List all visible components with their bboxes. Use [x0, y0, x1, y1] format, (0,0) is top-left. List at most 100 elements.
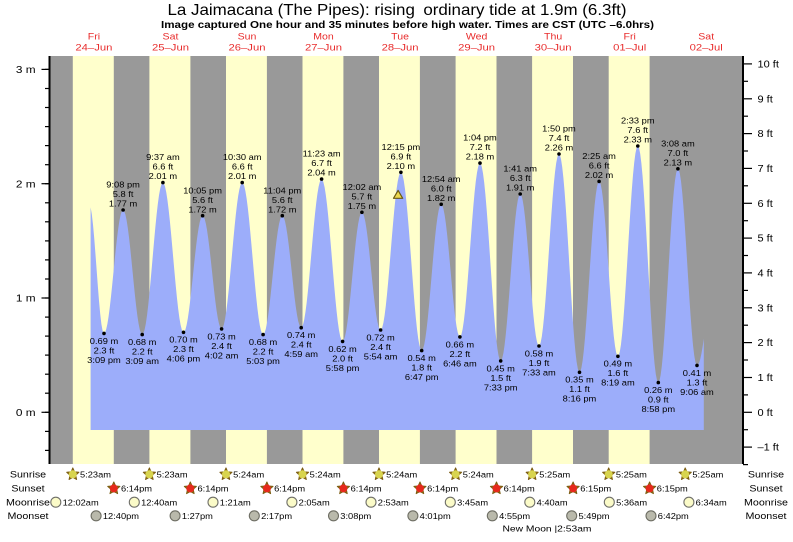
svg-text:7.2 ft: 7.2 ft — [470, 142, 491, 152]
svg-text:4:06 pm: 4:06 pm — [167, 354, 201, 364]
svg-text:1.9 ft: 1.9 ft — [529, 358, 550, 368]
svg-text:0.45 m: 0.45 m — [487, 363, 515, 373]
svg-text:2 m: 2 m — [16, 179, 36, 190]
svg-text:4:59 am: 4:59 am — [284, 349, 318, 359]
svg-text:25–Jun: 25–Jun — [152, 42, 189, 52]
svg-text:10:05 pm: 10:05 pm — [183, 185, 222, 195]
svg-text:7:33 am: 7:33 am — [522, 367, 556, 377]
svg-text:0.26 m: 0.26 m — [644, 385, 672, 395]
svg-text:28–Jun: 28–Jun — [382, 42, 419, 52]
svg-text:3:45am: 3:45am — [457, 498, 488, 508]
svg-text:Moonrise: Moonrise — [6, 498, 50, 508]
svg-text:6 ft: 6 ft — [758, 199, 774, 210]
svg-text:12:15 pm: 12:15 pm — [382, 142, 421, 152]
svg-text:4:40am: 4:40am — [537, 498, 568, 508]
svg-text:6:47 pm: 6:47 pm — [405, 372, 439, 382]
svg-text:Sunrise: Sunrise — [10, 470, 46, 480]
svg-text:2:17pm: 2:17pm — [261, 511, 292, 521]
svg-text:2 ft: 2 ft — [758, 338, 774, 349]
svg-text:1.8 ft: 1.8 ft — [411, 363, 432, 373]
svg-text:8:19 am: 8:19 am — [601, 378, 635, 388]
svg-text:8:16 pm: 8:16 pm — [563, 394, 597, 404]
svg-text:5:49pm: 5:49pm — [579, 511, 610, 521]
svg-text:9:08 pm: 9:08 pm — [106, 180, 140, 190]
svg-text:0.68 m: 0.68 m — [128, 337, 156, 347]
svg-text:0.69 m: 0.69 m — [90, 336, 118, 346]
svg-text:5:24am: 5:24am — [233, 470, 264, 480]
svg-text:8 ft: 8 ft — [758, 129, 774, 140]
svg-text:6:34am: 6:34am — [696, 498, 727, 508]
svg-text:4:02 am: 4:02 am — [205, 350, 239, 360]
svg-text:6:14pm: 6:14pm — [427, 484, 458, 494]
svg-text:Moonset: Moonset — [8, 511, 49, 521]
svg-text:Sat: Sat — [163, 32, 180, 42]
svg-text:1:41 am: 1:41 am — [503, 164, 537, 174]
svg-text:6.7 ft: 6.7 ft — [311, 158, 332, 168]
svg-text:11:04 pm: 11:04 pm — [263, 185, 301, 195]
svg-text:2.3 ft: 2.3 ft — [94, 345, 115, 355]
svg-text:02–Jul: 02–Jul — [690, 42, 723, 52]
svg-text:11:23 am: 11:23 am — [303, 149, 341, 159]
svg-text:1.1 ft: 1.1 ft — [569, 384, 590, 394]
svg-text:Sunset: Sunset — [11, 484, 45, 494]
svg-text:2.2 ft: 2.2 ft — [132, 347, 153, 357]
svg-text:9:37 am: 9:37 am — [146, 152, 180, 162]
svg-text:6:14pm: 6:14pm — [504, 484, 535, 494]
svg-text:5:23am: 5:23am — [80, 470, 111, 480]
svg-text:5:24am: 5:24am — [310, 470, 341, 480]
svg-text:Mon: Mon — [313, 32, 334, 42]
svg-text:6.0 ft: 6.0 ft — [431, 183, 452, 193]
svg-text:29–Jun: 29–Jun — [458, 42, 495, 52]
svg-text:5:23am: 5:23am — [157, 470, 188, 480]
svg-text:2.3 ft: 2.3 ft — [173, 344, 194, 354]
svg-text:3 m: 3 m — [16, 65, 36, 76]
svg-text:2.2 ft: 2.2 ft — [450, 349, 471, 359]
svg-text:5:54 am: 5:54 am — [364, 351, 398, 361]
svg-text:Thu: Thu — [544, 32, 562, 42]
svg-text:–1 ft: –1 ft — [758, 443, 780, 454]
svg-text:1 m: 1 m — [16, 294, 36, 305]
svg-text:5 ft: 5 ft — [758, 234, 774, 245]
svg-text:2.0 ft: 2.0 ft — [332, 353, 353, 363]
svg-text:6:14pm: 6:14pm — [351, 484, 382, 494]
svg-text:7 ft: 7 ft — [758, 164, 774, 175]
svg-text:1.77 m: 1.77 m — [109, 199, 137, 209]
svg-text:30–Jun: 30–Jun — [535, 42, 572, 52]
svg-text:2.04 m: 2.04 m — [307, 168, 335, 178]
svg-text:6.6 ft: 6.6 ft — [589, 161, 610, 171]
svg-text:0.9 ft: 0.9 ft — [648, 395, 669, 405]
svg-text:Sunrise: Sunrise — [748, 470, 784, 480]
svg-text:1:27pm: 1:27pm — [182, 511, 213, 521]
svg-text:2.4 ft: 2.4 ft — [291, 340, 312, 350]
svg-text:5:24am: 5:24am — [386, 470, 417, 480]
svg-text:Fri: Fri — [88, 32, 100, 42]
svg-text:6.6 ft: 6.6 ft — [232, 162, 253, 172]
svg-text:0.73 m: 0.73 m — [207, 331, 235, 341]
svg-text:2.4 ft: 2.4 ft — [370, 342, 391, 352]
svg-text:1:04 pm: 1:04 pm — [463, 133, 497, 143]
svg-text:5.6 ft: 5.6 ft — [272, 195, 293, 205]
svg-text:0.66 m: 0.66 m — [446, 339, 474, 349]
svg-text:6:15pm: 6:15pm — [657, 484, 688, 494]
svg-text:1:21am: 1:21am — [220, 498, 251, 508]
svg-text:6:14pm: 6:14pm — [198, 484, 229, 494]
svg-text:Moonset: Moonset — [746, 511, 787, 521]
svg-text:9 ft: 9 ft — [758, 94, 774, 105]
svg-text:7.0 ft: 7.0 ft — [668, 148, 689, 158]
svg-text:12:02 am: 12:02 am — [343, 182, 382, 192]
svg-text:1.82 m: 1.82 m — [427, 193, 455, 203]
svg-text:2.01 m: 2.01 m — [228, 171, 256, 181]
svg-text:0.41 m: 0.41 m — [683, 368, 711, 378]
svg-text:2:25 am: 2:25 am — [582, 151, 616, 161]
svg-text:6.6 ft: 6.6 ft — [153, 162, 174, 172]
svg-text:6.9 ft: 6.9 ft — [391, 151, 412, 161]
svg-text:6.3 ft: 6.3 ft — [510, 173, 531, 183]
svg-text:24–Jun: 24–Jun — [75, 42, 112, 52]
svg-text:12:40pm: 12:40pm — [103, 511, 139, 521]
svg-text:2.18 m: 2.18 m — [466, 152, 494, 162]
svg-text:6:42pm: 6:42pm — [658, 511, 689, 521]
svg-text:6:14pm: 6:14pm — [121, 484, 152, 494]
svg-text:6:46 am: 6:46 am — [443, 358, 477, 368]
svg-text:2.02 m: 2.02 m — [585, 170, 613, 180]
svg-text:La Jaimacana (The Pipes): risi: La Jaimacana (The Pipes): rising ordinar… — [168, 2, 627, 19]
